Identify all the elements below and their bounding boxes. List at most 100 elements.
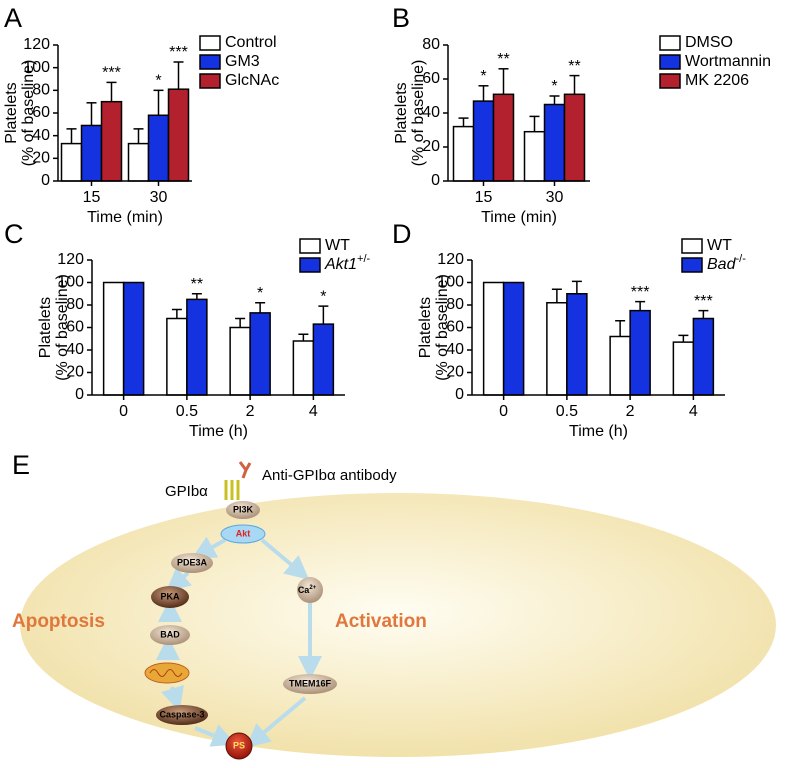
y-tick-label: 20 bbox=[66, 364, 84, 381]
node bbox=[283, 674, 337, 694]
legend-swatch bbox=[299, 257, 321, 273]
node bbox=[151, 586, 189, 608]
legend-name: GlcNAc bbox=[225, 72, 279, 89]
x-axis-label: Time (h) bbox=[569, 423, 628, 440]
y-tick-label: 60 bbox=[446, 319, 464, 336]
bar bbox=[312, 323, 335, 396]
bar bbox=[147, 114, 170, 182]
bar bbox=[122, 281, 145, 396]
bar bbox=[186, 298, 208, 396]
x-axis-label: Time (min) bbox=[481, 209, 557, 226]
node-label: Akt bbox=[236, 528, 251, 538]
legend-superscript: +/- bbox=[357, 253, 370, 265]
y-tick-label: 100 bbox=[437, 274, 464, 291]
node-label: Ca bbox=[298, 585, 310, 595]
y-tick-label: 40 bbox=[32, 127, 50, 144]
legend-name: Control bbox=[225, 34, 277, 51]
bar bbox=[166, 317, 188, 396]
y-tick-label: 120 bbox=[437, 251, 464, 268]
legend-label: Akt1+/- bbox=[324, 253, 370, 273]
legend-swatch bbox=[659, 73, 681, 89]
legend-name: MK 2206 bbox=[685, 72, 749, 89]
x-tick-label: 4 bbox=[689, 403, 698, 420]
bar bbox=[563, 93, 586, 182]
y-axis-label: (% of baseline) bbox=[20, 60, 37, 167]
y-tick-label: 60 bbox=[422, 70, 440, 87]
x-tick-label: 0 bbox=[119, 403, 128, 420]
mitochondrion-cristae bbox=[149, 669, 183, 677]
apoptosis-label: Apoptosis bbox=[12, 611, 105, 632]
y-tick-label: 40 bbox=[66, 341, 84, 358]
x-tick-label: 30 bbox=[546, 189, 564, 206]
significance-label: * bbox=[480, 68, 486, 85]
legend-swatch bbox=[659, 54, 681, 70]
panel-letter: E bbox=[12, 450, 30, 480]
legend-name: Akt1 bbox=[324, 256, 357, 273]
bar bbox=[543, 103, 566, 182]
panel-letter: C bbox=[4, 219, 24, 249]
node bbox=[171, 553, 213, 573]
y-tick-label: 80 bbox=[32, 82, 50, 99]
legend-name: WT bbox=[707, 237, 732, 254]
bar bbox=[229, 326, 251, 396]
panel-letter: A bbox=[4, 3, 22, 33]
y-tick-label: 100 bbox=[23, 59, 50, 76]
node-label: BAD bbox=[160, 629, 180, 639]
legend-label: GM3 bbox=[225, 53, 260, 70]
bar bbox=[502, 281, 525, 396]
significance-label: * bbox=[257, 285, 263, 302]
arrow bbox=[165, 567, 192, 592]
y-tick-label: 100 bbox=[57, 274, 84, 291]
x-tick-label: 30 bbox=[150, 189, 168, 206]
y-axis-label: Platelets bbox=[417, 297, 434, 358]
bar bbox=[672, 341, 695, 396]
arrow bbox=[161, 685, 184, 712]
y-axis-label: (% of baseline) bbox=[54, 274, 71, 381]
node-label: Caspase-3 bbox=[159, 709, 204, 719]
legend-label: Bad-/- bbox=[707, 253, 746, 273]
mitochondrion bbox=[144, 662, 190, 684]
x-tick-label: 15 bbox=[475, 189, 493, 206]
arrow bbox=[245, 696, 307, 748]
significance-label: ** bbox=[497, 51, 509, 68]
x-tick-label: 0 bbox=[499, 403, 508, 420]
node bbox=[226, 501, 260, 519]
y-tick-label: 120 bbox=[23, 36, 50, 53]
bar bbox=[523, 130, 546, 182]
y-axis-label: (% of baseline) bbox=[410, 60, 427, 167]
bar bbox=[629, 309, 651, 396]
node-label: PDE3A bbox=[177, 557, 208, 567]
node bbox=[297, 577, 323, 603]
bar bbox=[249, 312, 271, 396]
bar bbox=[60, 142, 83, 182]
bar bbox=[80, 124, 103, 182]
receptor-icon bbox=[224, 480, 240, 500]
node bbox=[220, 524, 266, 544]
y-tick-label: 0 bbox=[455, 386, 464, 403]
legend-label: MK 2206 bbox=[685, 72, 749, 89]
bar bbox=[292, 340, 315, 396]
legend-name: Wortmannin bbox=[685, 53, 771, 70]
bar bbox=[492, 93, 515, 182]
legend-label: Wortmannin bbox=[685, 53, 771, 70]
legend-label: DMSO bbox=[685, 34, 733, 51]
y-tick-label: 80 bbox=[446, 296, 464, 313]
significance-label: *** bbox=[631, 284, 650, 301]
x-tick-label: 4 bbox=[309, 403, 318, 420]
y-tick-label: 20 bbox=[446, 364, 464, 381]
antibody-icon bbox=[238, 461, 252, 479]
node-label-sup: 2+ bbox=[309, 585, 316, 591]
y-tick-label: 20 bbox=[32, 150, 50, 167]
y-axis-label: Platelets bbox=[3, 82, 20, 143]
y-tick-label: 20 bbox=[422, 138, 440, 155]
node-label: TMEM16F bbox=[289, 678, 332, 688]
pathway-diagram: E GPIbα Anti-GPIbα antibody Apoptosis Ac… bbox=[12, 450, 776, 760]
x-axis-label: Time (h) bbox=[189, 423, 248, 440]
node bbox=[150, 625, 190, 645]
node-label: PKA bbox=[160, 591, 180, 601]
legend-swatch bbox=[681, 257, 703, 273]
legend-swatch bbox=[199, 73, 221, 89]
y-tick-label: 40 bbox=[422, 104, 440, 121]
legend-label: WT bbox=[707, 237, 732, 254]
legend-name: WT bbox=[325, 237, 350, 254]
